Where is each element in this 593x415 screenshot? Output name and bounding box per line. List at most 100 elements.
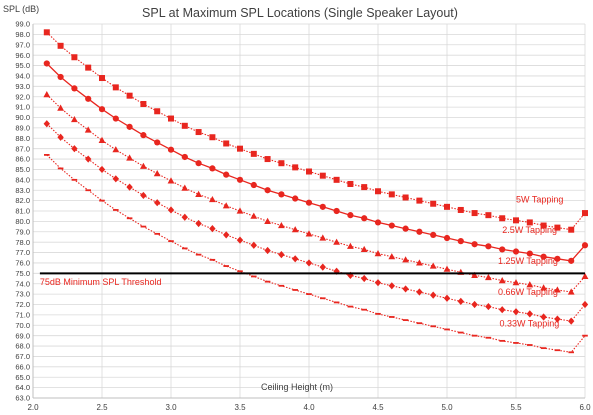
data-point-diamond — [278, 251, 285, 259]
data-point-circle — [43, 60, 50, 67]
series-1 — [43, 60, 589, 264]
data-point-square — [430, 200, 437, 207]
data-point-dash — [85, 189, 91, 192]
y-tick-label: 83.0 — [15, 186, 30, 195]
data-point-circle — [71, 85, 78, 92]
y-tick-label: 84.0 — [15, 175, 30, 184]
data-point-dash — [44, 154, 50, 156]
data-point-diamond — [305, 259, 313, 267]
data-point-triangle — [347, 242, 354, 249]
label-layer: 5W Tapping 2.5W Tapping 1.25W Tapping 0.66W… — [498, 195, 563, 329]
y-tick-label: 80.0 — [15, 217, 30, 226]
data-point-circle — [554, 255, 561, 262]
data-point-triangle — [236, 207, 244, 214]
data-point-diamond — [43, 120, 50, 128]
data-point-circle — [347, 212, 354, 219]
data-point-triangle — [416, 259, 423, 266]
data-point-diamond — [581, 300, 589, 309]
data-point-dash — [306, 293, 312, 296]
data-point-diamond — [457, 297, 464, 305]
data-point-triangle — [43, 91, 51, 98]
data-point-triangle — [222, 202, 230, 209]
data-point-circle — [319, 203, 326, 210]
data-point-square — [57, 42, 64, 49]
data-point-dash — [154, 232, 160, 235]
data-point-triangle — [181, 184, 189, 191]
data-point-circle — [85, 95, 92, 102]
x-tick-label: 5.5 — [510, 403, 522, 412]
data-point-circle — [512, 248, 520, 255]
data-point-diamond — [85, 155, 92, 163]
series-4 — [44, 154, 588, 354]
data-point-triangle — [333, 238, 340, 245]
data-point-dash — [582, 334, 588, 337]
data-point-triangle — [153, 170, 161, 177]
x-tick-label: 2.5 — [96, 403, 108, 412]
data-point-diamond — [512, 308, 520, 316]
series-label: 1.25W Tapping — [498, 256, 558, 266]
data-point-triangle — [388, 253, 396, 260]
data-point-dash — [540, 347, 547, 350]
data-point-dash — [333, 301, 340, 304]
axis-layer: 63.0 64.065.0 66.067.068.0 69.070.0 71.072.0… — [15, 20, 591, 412]
data-point-diamond — [292, 255, 299, 263]
data-point-square — [554, 224, 561, 231]
data-point-square — [154, 108, 161, 115]
y-tick-label: 96.0 — [15, 51, 30, 60]
data-point-square — [485, 212, 492, 219]
data-point-triangle — [167, 177, 175, 184]
threshold-layer: 75dB Minimum SPL Threshold — [39, 272, 585, 287]
data-point-diamond — [416, 288, 423, 296]
y-tick-label: 99.0 — [15, 20, 30, 29]
data-point-dash — [251, 275, 257, 278]
y-tick-label: 68.0 — [15, 342, 30, 351]
data-point-square — [209, 134, 216, 141]
data-point-triangle — [250, 212, 258, 219]
data-point-square — [499, 215, 506, 222]
data-point-triangle — [319, 234, 327, 241]
data-point-square — [292, 164, 299, 171]
data-point-dash — [140, 225, 147, 228]
data-point-circle — [402, 225, 409, 232]
data-point-square — [526, 219, 533, 226]
data-point-triangle — [264, 217, 271, 224]
y-tick-label: 79.0 — [15, 227, 30, 236]
data-point-diamond — [430, 291, 437, 299]
data-point-diamond — [443, 294, 451, 302]
y-tick-label: 97.0 — [15, 40, 30, 49]
data-point-triangle — [374, 249, 382, 257]
data-point-triangle — [429, 262, 437, 269]
data-point-circle — [236, 176, 244, 183]
data-point-triangle — [112, 146, 120, 153]
data-point-dash — [223, 265, 229, 267]
data-point-triangle — [98, 136, 106, 143]
y-tick-label: 81.0 — [15, 207, 30, 216]
y-tick-label: 82.0 — [15, 196, 30, 205]
data-point-square — [306, 168, 312, 175]
data-point-square — [264, 156, 271, 163]
data-point-triangle — [291, 226, 299, 233]
y-tick-label: 87.0 — [15, 144, 30, 153]
data-point-dash — [527, 344, 533, 346]
data-point-diamond — [554, 315, 561, 323]
data-point-circle — [126, 123, 133, 130]
data-point-square — [112, 84, 119, 91]
data-point-circle — [471, 241, 478, 248]
data-point-dash — [375, 312, 381, 315]
y-tick-label: 94.0 — [15, 72, 30, 81]
data-point-circle — [264, 187, 271, 194]
data-point-dash — [71, 178, 78, 181]
data-point-circle — [388, 222, 395, 229]
data-point-triangle — [195, 190, 202, 197]
data-point-square — [471, 210, 478, 217]
data-point-circle — [112, 115, 119, 122]
y-tick-label: 67.0 — [15, 352, 30, 361]
data-point-square — [250, 150, 257, 157]
data-point-diamond — [223, 231, 230, 239]
x-tick-label: 6.0 — [579, 403, 591, 412]
data-point-circle — [181, 153, 188, 161]
data-point-square — [319, 172, 326, 179]
data-point-square — [168, 115, 174, 122]
data-point-diamond — [195, 219, 202, 228]
